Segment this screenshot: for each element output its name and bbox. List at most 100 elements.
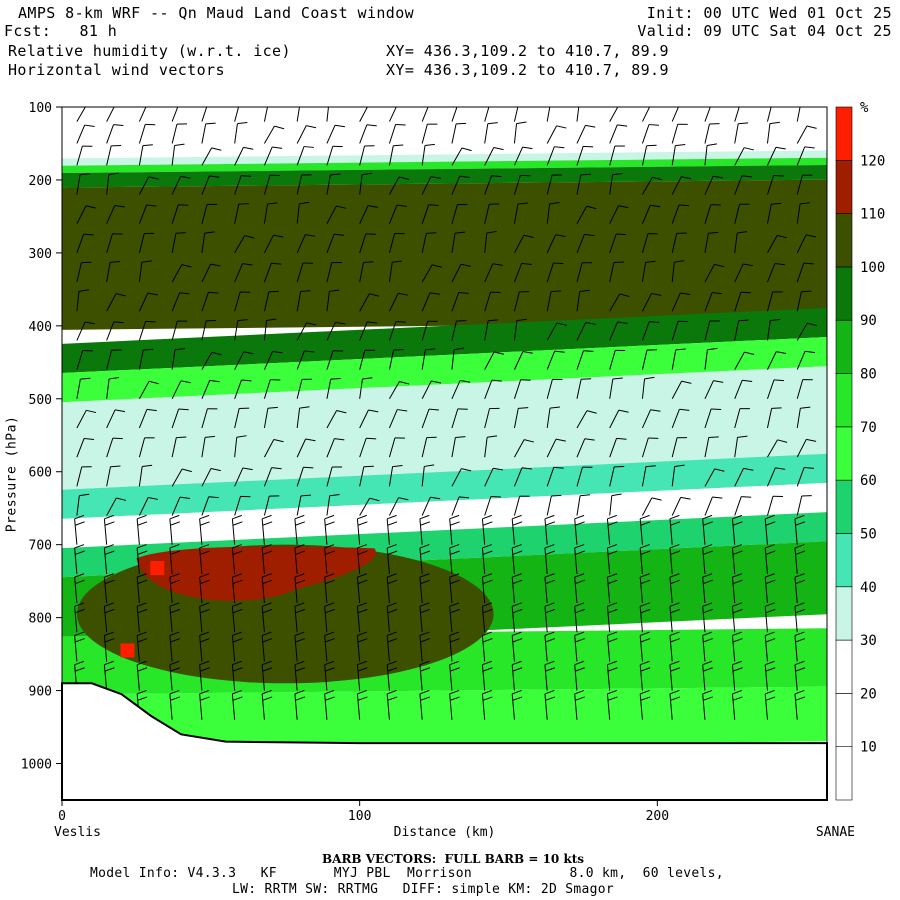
wind-barb	[234, 351, 254, 370]
wind-barb	[511, 544, 523, 574]
colorbar-swatch	[835, 319, 853, 374]
wind-barb	[296, 466, 314, 487]
wind-barb	[514, 234, 534, 254]
wind-barb	[74, 602, 85, 633]
wind-barb	[74, 573, 85, 604]
colorbar-unit: %	[860, 100, 869, 116]
wind-barb	[641, 233, 658, 254]
wind-barb	[326, 377, 341, 399]
wind-barb	[324, 514, 335, 545]
cross-section-coords-2: XY= 436.3,109.2 to 410.7, 89.9	[386, 61, 669, 79]
wind-barb	[201, 122, 216, 144]
wind-barb	[294, 689, 306, 720]
wind-barb	[419, 631, 431, 662]
wind-barb	[106, 233, 123, 254]
wind-barb	[388, 123, 406, 144]
wind-barb	[484, 379, 502, 399]
wind-barb	[138, 123, 156, 144]
wind-barb	[201, 231, 215, 253]
wind-barb	[356, 660, 368, 691]
wind-barb	[171, 468, 192, 487]
chart-title: AMPS 8-km WRF -- Qn Maud Land Coast wind…	[18, 4, 415, 22]
wind-barb	[234, 407, 250, 429]
wind-barb	[546, 350, 565, 370]
wind-barb	[106, 437, 123, 458]
wind-barb	[199, 602, 210, 633]
wind-barb	[296, 234, 316, 254]
wind-barb	[734, 175, 752, 195]
wind-barb	[136, 602, 148, 633]
wind-barb	[201, 496, 219, 516]
wind-barb	[103, 631, 115, 662]
wind-barb	[671, 437, 688, 458]
wind-barb	[796, 234, 816, 254]
wind-barb	[642, 292, 662, 312]
wind-barb	[419, 689, 431, 720]
wind-barb	[704, 175, 724, 195]
field-name-rh: Relative humidity (w.r.t. ice)	[8, 42, 291, 60]
wind-barb	[702, 573, 713, 604]
wind-barb	[576, 124, 596, 144]
wind-barb	[234, 107, 240, 122]
wind-barb	[671, 176, 692, 195]
wind-barb	[451, 380, 471, 399]
wind-barb	[296, 107, 300, 122]
wind-barb	[386, 660, 398, 691]
wind-barb	[794, 544, 806, 574]
wind-barb	[734, 231, 748, 253]
wind-barb	[764, 689, 776, 720]
wind-barb	[171, 292, 190, 312]
colorbar-tick-label: 30	[860, 633, 877, 649]
wind-barb	[359, 497, 380, 516]
wind-barb	[606, 544, 618, 574]
wind-barb	[261, 631, 273, 662]
wind-barb	[766, 107, 772, 122]
wind-barb	[702, 602, 713, 633]
right-endpoint-label: SANAE	[816, 825, 855, 840]
wind-barb	[796, 146, 815, 166]
wind-barb	[641, 349, 657, 370]
wind-barb	[201, 408, 218, 429]
wind-barb	[263, 439, 284, 458]
wind-barb	[76, 124, 95, 144]
wind-barb	[766, 202, 782, 224]
wind-barb	[481, 514, 493, 545]
wind-barb	[606, 660, 618, 691]
wind-barb	[794, 514, 806, 545]
wind-barb	[669, 544, 681, 574]
wind-barb	[326, 205, 347, 224]
y-tick-label: 1000	[21, 758, 52, 773]
wind-barb	[669, 660, 681, 691]
wind-barb	[388, 321, 406, 341]
wind-barb	[421, 380, 442, 400]
wind-barb	[606, 514, 618, 545]
wind-barb	[386, 544, 398, 574]
wind-barb	[171, 232, 186, 253]
wind-barb	[669, 631, 681, 662]
colorbar-tick-label: 70	[860, 420, 877, 436]
wind-barb	[484, 435, 498, 458]
wind-barb	[576, 205, 597, 224]
wind-barb	[169, 689, 181, 720]
wind-barb	[576, 466, 593, 487]
wind-barb	[294, 514, 306, 545]
wind-barb	[356, 602, 368, 633]
wind-barb	[136, 514, 148, 545]
wind-barb	[263, 107, 269, 122]
wind-barb	[513, 379, 531, 399]
wind-barb	[231, 573, 243, 604]
wind-barb	[263, 202, 278, 224]
wind-barb	[546, 107, 551, 122]
wind-barb	[576, 350, 594, 370]
wind-barb	[731, 660, 743, 691]
wind-barb	[546, 322, 567, 341]
wind-barb	[419, 544, 431, 574]
wind-barb	[421, 464, 435, 487]
wind-barb	[451, 263, 471, 283]
wind-barb	[106, 124, 124, 144]
wind-barb	[263, 290, 279, 312]
wind-barb	[171, 143, 185, 166]
wind-barb	[576, 107, 580, 122]
wind-barb	[513, 350, 533, 370]
colorbar-tick-label: 60	[860, 473, 877, 489]
